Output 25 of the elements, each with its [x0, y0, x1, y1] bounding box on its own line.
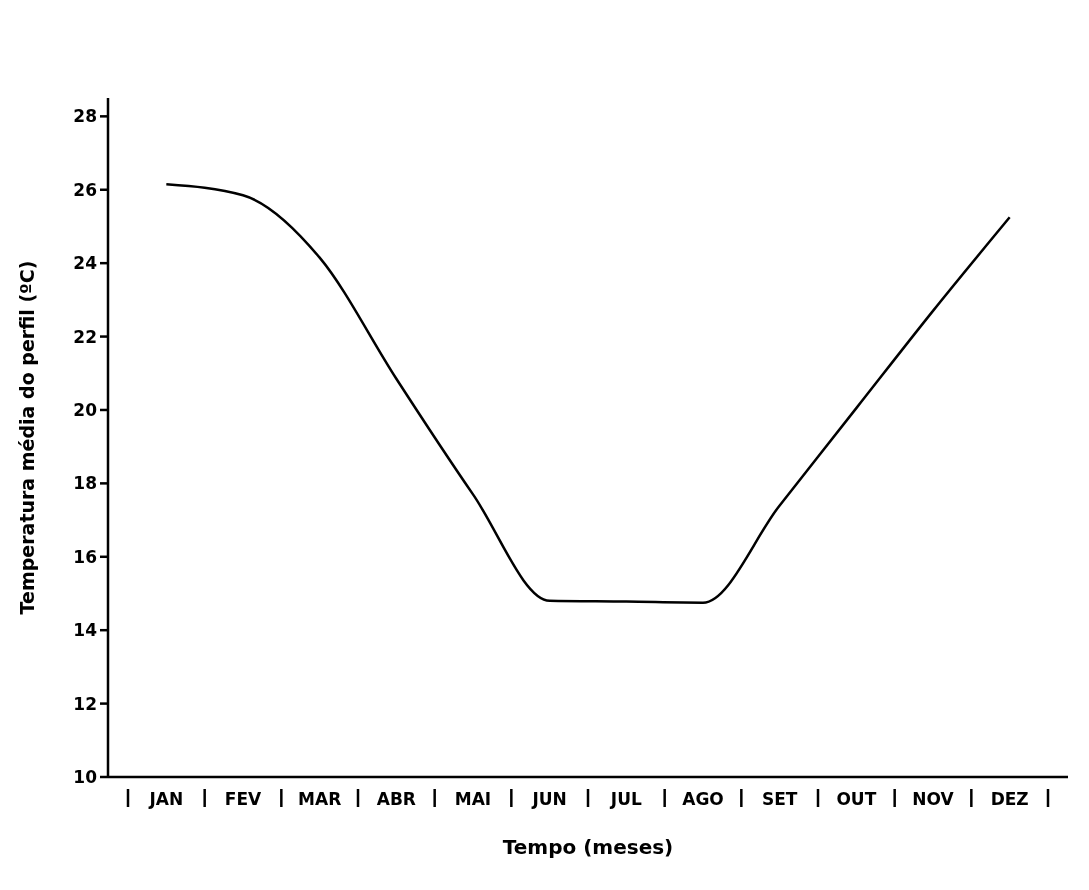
x-tick-label: DEZ	[990, 789, 1029, 809]
x-tick-label: JUL	[609, 789, 642, 809]
x-tick-label: SET	[761, 789, 798, 809]
x-tick-label: JAN	[148, 789, 184, 809]
y-tick-label: 12	[73, 693, 97, 714]
y-tick-label: 28	[73, 106, 97, 127]
x-tick-label: FEV	[224, 789, 263, 809]
x-tick-label: ABR	[376, 789, 416, 809]
y-tick-label: 22	[73, 326, 97, 347]
y-tick-label: 10	[73, 766, 98, 787]
y-tick-label: 14	[73, 620, 98, 641]
y-tick-label: 24	[73, 253, 98, 274]
x-tick-label: NOV	[912, 789, 955, 809]
x-tick-label: OUT	[836, 789, 877, 809]
x-tick-label: MAR	[298, 789, 342, 809]
y-tick-label: 16	[73, 546, 97, 567]
y-axis-title: Temperatura média do perfil (ºC)	[16, 260, 38, 615]
y-tick-label: 26	[73, 179, 97, 200]
x-tick-label: JUN	[531, 789, 567, 809]
y-tick-label: 20	[73, 399, 98, 420]
x-axis-title: Tempo (meses)	[502, 835, 674, 859]
x-tick-label: MAI	[454, 789, 492, 809]
x-tick-label: AGO	[682, 789, 724, 809]
y-tick-label: 18	[73, 473, 97, 494]
line-series	[165, 183, 1011, 604]
